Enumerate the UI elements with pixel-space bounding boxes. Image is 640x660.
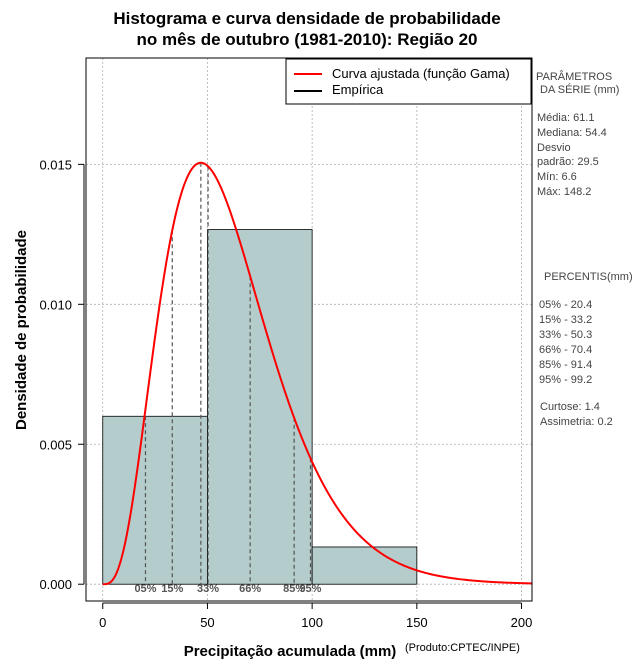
stat-assimetria: Assimetria: 0.2 bbox=[540, 416, 613, 428]
histogram-bars bbox=[102, 229, 418, 585]
y-axis: 0.000 0.005 0.010 0.015 bbox=[39, 157, 85, 592]
x-tick-label-2: 100 bbox=[301, 615, 323, 630]
y-tick-label-1: 0.005 bbox=[39, 437, 72, 452]
stat-mediana: Mediana: 54.4 bbox=[537, 127, 607, 139]
percentile-label-1: 15% bbox=[161, 583, 183, 595]
percentile-label-0: 05% bbox=[134, 583, 156, 595]
percentis-title: PERCENTIS(mm) bbox=[544, 271, 633, 283]
histogram-bar-1 bbox=[207, 229, 313, 585]
legend: Curva ajustada (função Gama) Empírica bbox=[285, 58, 532, 105]
stat-max: Máx: 148.2 bbox=[537, 186, 591, 198]
x-axis-title: Precipitação acumulada (mm) bbox=[184, 643, 397, 660]
pct-05: 05% - 20.4 bbox=[539, 299, 592, 311]
legend-label-empirical: Empírica bbox=[332, 82, 384, 97]
source-credit: (Produto:CPTEC/INPE) bbox=[405, 642, 520, 654]
y-tick-label-0: 0.000 bbox=[39, 577, 72, 592]
legend-box bbox=[285, 58, 532, 105]
legend-label-gamma: Curva ajustada (função Gama) bbox=[332, 66, 510, 81]
x-tick-label-0: 0 bbox=[99, 615, 106, 630]
pct-15: 15% - 33.2 bbox=[539, 314, 592, 326]
gamma-curve-group bbox=[102, 161, 533, 586]
percentile-label-4: 85% bbox=[283, 583, 305, 595]
stat-min: Mín: 6.6 bbox=[537, 171, 577, 183]
percentile-label-3: 66% bbox=[239, 583, 261, 595]
gamma-fit-curve bbox=[102, 161, 533, 586]
plot-frame bbox=[85, 57, 533, 602]
side-panel: PARÂMETROS DA SÉRIE (mm) Média: 61.1 Med… bbox=[536, 70, 633, 428]
y-axis-title: Densidade de probabilidade bbox=[13, 230, 30, 430]
x-tick-label-3: 150 bbox=[406, 615, 428, 630]
pct-66: 66% - 70.4 bbox=[539, 344, 592, 356]
percentile-label-5: 95% bbox=[299, 583, 321, 595]
histogram-bar-0 bbox=[102, 415, 208, 585]
params-title-2: DA SÉRIE (mm) bbox=[540, 83, 619, 96]
stat-media: Média: 61.1 bbox=[537, 112, 594, 124]
chart-title-line1: Histograma e curva densidade de probabil… bbox=[113, 9, 500, 28]
chart-title-line2: no mês de outubro (1981-2010): Região 20 bbox=[136, 30, 477, 49]
y-tick-label-2: 0.010 bbox=[39, 297, 72, 312]
stat-desvio-2: padrão: 29.5 bbox=[537, 156, 599, 168]
pct-85: 85% - 91.4 bbox=[539, 359, 592, 371]
histogram-bar-2 bbox=[311, 546, 418, 585]
stat-curtose: Curtose: 1.4 bbox=[540, 401, 600, 413]
pct-33: 33% - 50.3 bbox=[539, 329, 592, 341]
pct-95: 95% - 99.2 bbox=[539, 374, 592, 386]
stat-desvio-1: Desvio bbox=[537, 142, 571, 154]
y-tick-label-3: 0.015 bbox=[39, 157, 72, 172]
percentile-label-2: 33% bbox=[197, 583, 219, 595]
x-tick-label-4: 200 bbox=[511, 615, 533, 630]
percentile-lines: 05% 15% 33% 66% 85%95% bbox=[134, 162, 322, 595]
params-title-1: PARÂMETROS bbox=[536, 70, 612, 83]
x-tick-label-1: 50 bbox=[200, 615, 214, 630]
x-axis: 0 50 100 150 200 bbox=[99, 602, 533, 630]
